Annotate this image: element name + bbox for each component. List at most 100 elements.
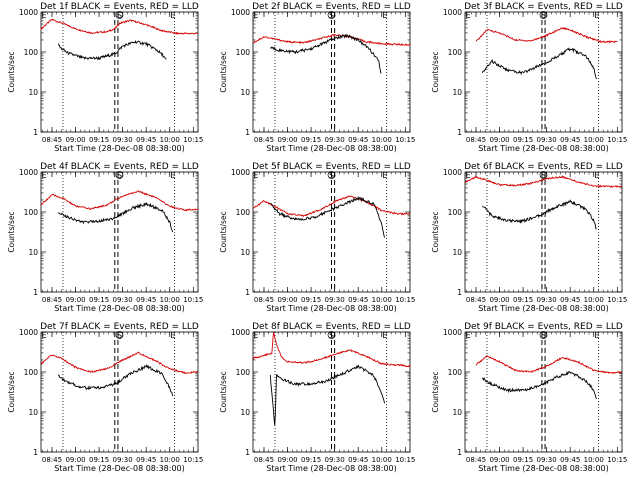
x-axis-label: Start Time (28-Dec-08 08:38:00) — [54, 144, 185, 153]
panel-3: Det 3f BLACK = Events, RED = LLD 1 10 100 10… — [431, 2, 627, 153]
marker-circle — [327, 11, 336, 19]
panel-title: Det 6f BLACK = Events, RED = LLD — [464, 162, 623, 172]
panel-title: Det 2f BLACK = Events, RED = LLD — [252, 2, 411, 12]
x-tick-label: 09:15 — [89, 456, 109, 464]
panel-4: Det 4f BLACK = Events, RED = LLD 1 10 100 10… — [7, 162, 203, 313]
y-tick-label: 10 — [240, 408, 250, 417]
x-tick-label: 10:00 — [584, 296, 604, 304]
marker-label: E — [382, 171, 387, 180]
panel-title: Det 4f BLACK = Events, RED = LLD — [40, 162, 199, 172]
x-tick-label: 09:45 — [560, 456, 580, 464]
lld-series-line — [40, 18, 199, 36]
plot-frame — [464, 331, 623, 453]
y-tick-label: 10 — [452, 408, 462, 417]
x-tick-label: 10:15 — [607, 136, 627, 144]
marker-label: E — [170, 171, 175, 180]
marker-label: E — [253, 331, 258, 340]
marker-label: E — [465, 11, 470, 20]
x-tick-label: 10:00 — [160, 456, 180, 464]
y-tick-label: 100 — [236, 208, 251, 217]
marker-label: E — [41, 331, 46, 340]
x-tick-label: 08:45 — [466, 456, 486, 464]
x-axis-label: Start Time (28-Dec-08 08:38:00) — [478, 304, 609, 313]
x-axis-label: Start Time (28-Dec-08 08:38:00) — [478, 144, 609, 153]
marker-label: E — [41, 11, 46, 20]
x-tick-label: 08:45 — [466, 136, 486, 144]
panel-5: Det 5f BLACK = Events, RED = LLD 1 10 100 10… — [219, 162, 415, 313]
marker-label: S — [541, 11, 546, 20]
y-axis-label: Counts/sec — [7, 211, 16, 252]
x-tick-label: 09:30 — [113, 456, 133, 464]
x-tick-label: 08:45 — [42, 296, 62, 304]
marker-label: E — [253, 171, 258, 180]
x-tick-label: 09:00 — [489, 136, 509, 144]
x-tick-label: 10:15 — [607, 296, 627, 304]
x-tick-label: 10:15 — [607, 456, 627, 464]
x-axis-label: Start Time (28-Dec-08 08:38:00) — [266, 304, 397, 313]
y-tick-label: 100 — [448, 48, 463, 57]
x-tick-label: 09:45 — [560, 136, 580, 144]
y-tick-label: 1 — [457, 128, 462, 137]
x-axis-label: Start Time (28-Dec-08 08:38:00) — [478, 464, 609, 473]
marker-label: S — [117, 171, 122, 180]
x-tick-label: 10:15 — [395, 136, 415, 144]
y-tick-label: 1 — [245, 448, 250, 457]
marker-label: E — [170, 331, 175, 340]
y-tick-label: 10 — [240, 248, 250, 257]
x-tick-label: 10:15 — [395, 456, 415, 464]
marker-label: S — [541, 171, 546, 180]
lld-series-line — [464, 175, 623, 189]
events-series-line — [482, 370, 597, 400]
plot-frame — [40, 171, 199, 293]
y-tick-label: 1000 — [19, 328, 38, 337]
marker-label: S — [329, 171, 334, 180]
marker-label: E — [594, 11, 599, 20]
y-tick-label: 1 — [245, 288, 250, 297]
x-tick-label: 09:15 — [301, 456, 321, 464]
x-tick-label: 09:00 — [65, 456, 85, 464]
marker-circle — [115, 11, 124, 19]
x-tick-label: 09:15 — [301, 136, 321, 144]
panel-title: Det 9f BLACK = Events, RED = LLD — [464, 322, 623, 332]
x-tick-label: 09:00 — [277, 456, 297, 464]
y-tick-label: 100 — [24, 208, 39, 217]
marker-circle — [327, 331, 336, 339]
x-tick-label: 08:45 — [42, 456, 62, 464]
marker-label: S — [117, 331, 122, 340]
lld-series-line — [252, 33, 411, 46]
y-tick-label: 100 — [236, 48, 251, 57]
y-tick-label: 1000 — [443, 8, 462, 17]
y-tick-label: 100 — [24, 48, 39, 57]
x-tick-label: 09:00 — [489, 296, 509, 304]
x-axis-label: Start Time (28-Dec-08 08:38:00) — [54, 304, 185, 313]
marker-label: E — [253, 11, 258, 20]
marker-circle — [115, 171, 124, 179]
x-tick-label: 09:45 — [348, 456, 368, 464]
x-tick-label: 09:45 — [348, 296, 368, 304]
x-tick-label: 09:30 — [537, 136, 557, 144]
x-tick-label: 09:15 — [89, 136, 109, 144]
y-tick-label: 1000 — [443, 168, 462, 177]
x-tick-label: 10:15 — [183, 296, 203, 304]
y-axis-label: Counts/sec — [431, 371, 440, 412]
y-tick-label: 1 — [457, 448, 462, 457]
panel-1: Det 1f BLACK = Events, RED = LLD 1 10 100 10… — [7, 2, 203, 153]
x-tick-label: 09:30 — [325, 136, 345, 144]
x-tick-label: 09:15 — [301, 296, 321, 304]
x-tick-label: 09:45 — [136, 456, 156, 464]
x-tick-label: 10:15 — [183, 456, 203, 464]
plot-frame — [464, 171, 623, 293]
marker-circle — [539, 11, 548, 19]
panel-8: Det 8f BLACK = Events, RED = LLD 1 10 100 10… — [219, 322, 415, 473]
x-axis-label: Start Time (28-Dec-08 08:38:00) — [266, 144, 397, 153]
y-tick-label: 10 — [452, 248, 462, 257]
marker-label: E — [41, 171, 46, 180]
x-tick-label: 09:45 — [136, 296, 156, 304]
x-tick-label: 09:00 — [277, 136, 297, 144]
x-tick-label: 09:00 — [489, 456, 509, 464]
y-tick-label: 1 — [33, 288, 38, 297]
x-tick-label: 08:45 — [254, 136, 274, 144]
x-tick-label: 08:45 — [466, 296, 486, 304]
events-series-line — [481, 47, 598, 80]
